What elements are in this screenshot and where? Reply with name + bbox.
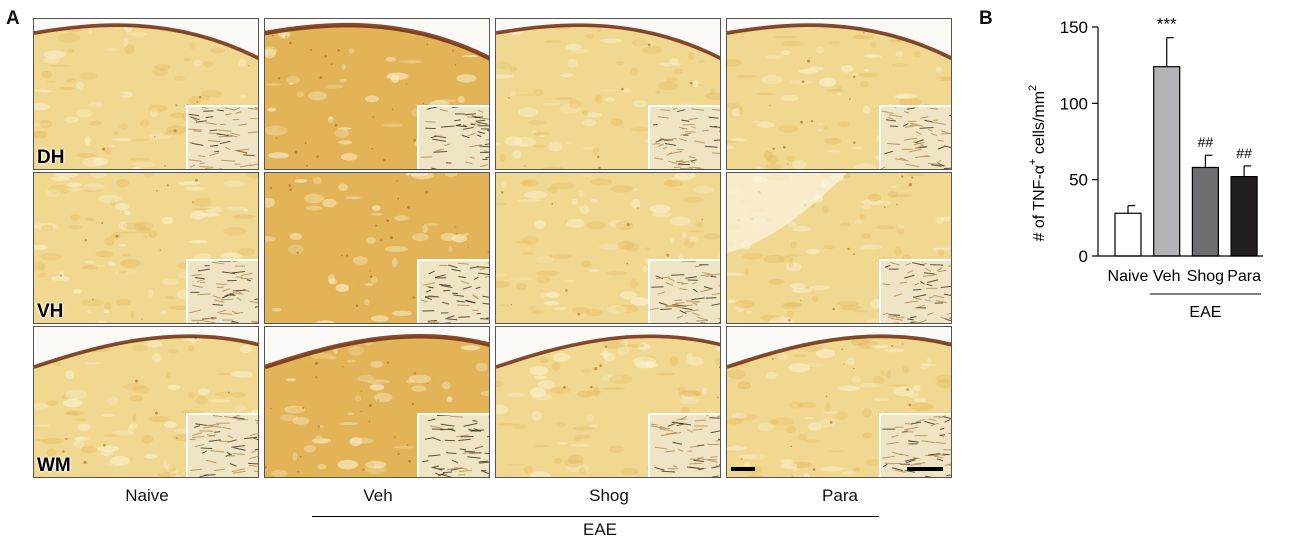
panel-b-letter: B — [979, 8, 993, 29]
micrograph-dh-shog — [495, 18, 721, 170]
panel-a-letter: A — [6, 8, 20, 29]
bar-shog — [1191, 166, 1219, 257]
magnified-inset — [417, 105, 489, 169]
region-label-wm: WM — [37, 455, 71, 476]
micrograph-dh-naive: DH — [33, 18, 259, 170]
magnified-inset — [879, 105, 951, 169]
micrograph-vh-para — [726, 172, 952, 324]
y-tick-label: 0 — [1079, 247, 1088, 266]
micrograph-wm-naive: WM — [33, 326, 259, 478]
magnified-inset — [648, 105, 720, 169]
micrograph-wm-veh — [264, 326, 490, 478]
y-axis-label: # of TNF-α+ cells/mm2 — [1027, 85, 1048, 242]
bar-naive — [1114, 212, 1142, 257]
eae-group-line — [312, 516, 879, 517]
magnified-inset — [648, 413, 720, 477]
category-label-veh: Veh — [1153, 268, 1181, 285]
category-label-para: Para — [1227, 268, 1261, 285]
magnified-inset — [879, 259, 951, 323]
magnified-inset — [186, 413, 258, 477]
chart-eae-label: EAE — [1189, 304, 1221, 321]
micrograph-vh-shog — [495, 172, 721, 324]
significance-marker: ## — [1198, 134, 1214, 150]
bar-veh — [1153, 66, 1181, 257]
region-label-vh: VH — [37, 301, 64, 322]
magnified-inset — [186, 105, 258, 169]
y-tick-label: 100 — [1060, 94, 1088, 113]
micrograph-vh-veh — [264, 172, 490, 324]
y-tick-label: 150 — [1060, 18, 1088, 37]
tnf-bar-chart: 0 50 100 150 # of TNF-α+ cells/mm2 Naive *** Ve… — [1027, 15, 1264, 321]
magnified-inset — [879, 413, 951, 477]
scale-bar — [731, 467, 755, 471]
magnified-inset — [648, 259, 720, 323]
column-label-shog: Shog — [589, 486, 629, 505]
magnified-inset — [417, 413, 489, 477]
column-label-naive: Naive — [125, 486, 169, 505]
magnified-inset — [417, 259, 489, 323]
micrograph-dh-para — [726, 18, 952, 170]
y-tick-label: 50 — [1069, 171, 1088, 190]
eae-group-label: EAE — [582, 520, 618, 539]
micrograph-image — [727, 173, 951, 323]
column-label-para: Para — [822, 486, 858, 505]
column-label-veh: Veh — [363, 486, 393, 505]
micrograph-image — [265, 19, 489, 169]
region-label-dh: DH — [37, 147, 65, 168]
micrograph-dh-veh — [264, 18, 490, 170]
micrograph-vh-naive: VH — [33, 172, 259, 324]
magnified-inset — [186, 259, 258, 323]
category-label-shog: Shog — [1187, 268, 1224, 285]
bar-para — [1230, 176, 1258, 257]
micrograph-wm-shog — [495, 326, 721, 478]
micrograph-wm-para — [726, 326, 952, 478]
inset-scale-bar — [907, 467, 943, 471]
significance-marker: ## — [1236, 145, 1252, 161]
category-label-naive: Naive — [1108, 268, 1149, 285]
significance-marker: *** — [1157, 15, 1177, 34]
